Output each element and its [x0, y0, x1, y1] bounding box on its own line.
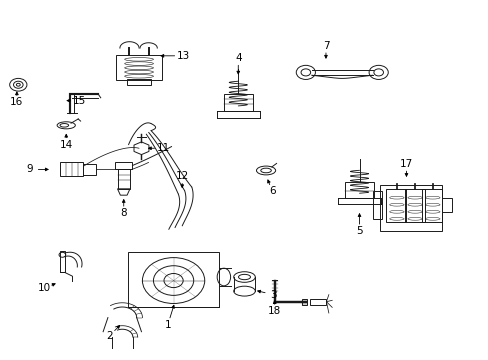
Bar: [117, 170, 130, 189]
Text: 8: 8: [120, 208, 127, 218]
Text: 9: 9: [26, 165, 33, 174]
Bar: [386, 189, 406, 222]
Bar: [302, 299, 306, 305]
Bar: [404, 189, 424, 222]
Bar: [128, 252, 219, 307]
Bar: [116, 55, 162, 80]
Bar: [115, 162, 132, 170]
Bar: [60, 162, 83, 176]
Bar: [372, 190, 381, 219]
Text: 3: 3: [269, 290, 276, 300]
Bar: [422, 189, 442, 222]
Text: 17: 17: [399, 159, 412, 169]
Text: 1: 1: [164, 320, 171, 330]
Text: 11: 11: [156, 143, 169, 153]
Text: 16: 16: [10, 98, 23, 107]
Text: 14: 14: [60, 140, 73, 150]
Bar: [83, 164, 96, 175]
Bar: [224, 94, 252, 111]
Text: 6: 6: [268, 186, 275, 196]
Text: 12: 12: [175, 171, 188, 181]
Text: 13: 13: [176, 51, 189, 61]
Bar: [309, 299, 326, 305]
Bar: [345, 182, 373, 198]
Text: 18: 18: [267, 306, 281, 316]
Bar: [379, 185, 442, 231]
Bar: [60, 251, 65, 273]
Bar: [127, 80, 151, 85]
Text: 2: 2: [106, 331, 112, 341]
Text: 4: 4: [234, 53, 241, 63]
Bar: [442, 198, 451, 212]
Text: 5: 5: [355, 226, 362, 236]
Text: 10: 10: [38, 283, 51, 293]
Text: 7: 7: [322, 41, 328, 51]
Text: 15: 15: [72, 96, 85, 105]
